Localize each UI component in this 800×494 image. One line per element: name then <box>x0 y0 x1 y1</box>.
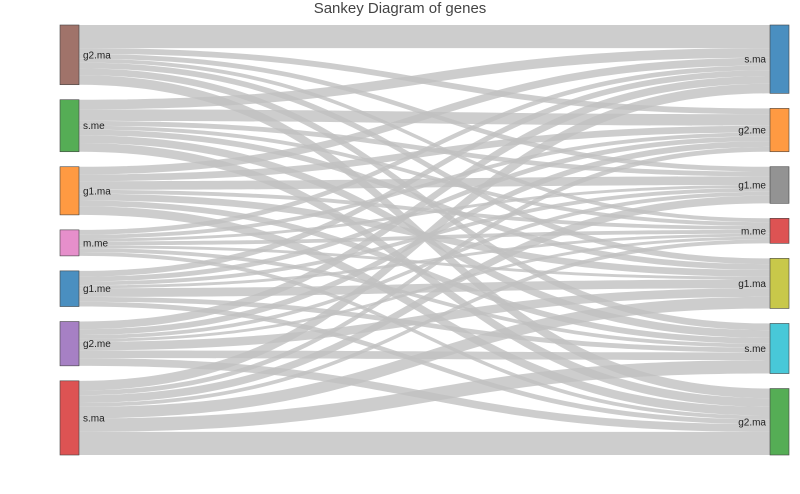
link-m.me-to-g2.ma[interactable] <box>79 252 770 420</box>
link-g1.ma-to-s.ma[interactable] <box>79 57 770 175</box>
link-g1.ma-to-g1.me[interactable] <box>79 176 770 190</box>
link-g2.ma-to-s.ma[interactable] <box>79 25 770 49</box>
link-s.ma-to-g2.me[interactable] <box>79 146 770 396</box>
link-m.me-to-g1.ma[interactable] <box>79 245 770 280</box>
left-node-label: m.me <box>83 238 108 249</box>
left-node-g1.me[interactable] <box>59 270 80 307</box>
right-node-s.me[interactable] <box>769 323 790 374</box>
link-s.ma-to-g1.me[interactable] <box>79 195 770 403</box>
link-s.ma-to-s.me[interactable] <box>79 360 770 432</box>
left-node-label: g1.ma <box>83 186 111 197</box>
link-s.me-to-g2.ma[interactable] <box>79 143 770 407</box>
left-node-m.me[interactable] <box>59 229 80 257</box>
right-node-label: g2.ma <box>738 417 766 428</box>
left-node-g2.ma[interactable] <box>59 24 80 86</box>
link-g1.me-to-g2.me[interactable] <box>79 136 770 282</box>
nodes-layer: g2.ma s.me g1.ma m.me g1.me g2.me s.ma s.ma g2.m… <box>59 24 790 456</box>
right-node-label: m.me <box>741 226 766 237</box>
link-s.ma-to-m.me[interactable] <box>79 239 770 407</box>
link-m.me-to-s.ma[interactable] <box>79 65 770 235</box>
link-g1.me-to-m.me[interactable] <box>79 233 770 289</box>
left-node-g2.me[interactable] <box>59 321 80 367</box>
link-g2.me-to-s.ma[interactable] <box>79 76 770 330</box>
link-g1.me-to-s.ma[interactable] <box>79 70 770 277</box>
left-node-label: g2.me <box>83 339 111 350</box>
left-node-label: s.ma <box>83 413 105 424</box>
left-node-label: g2.ma <box>83 50 111 61</box>
link-g1.ma-to-g2.ma[interactable] <box>79 206 770 416</box>
diagram-title: Sankey Diagram of genes <box>313 0 487 17</box>
left-node-g1.ma[interactable] <box>59 166 80 216</box>
right-node-g1.ma[interactable] <box>769 258 790 309</box>
link-g2.me-to-m.me[interactable] <box>79 236 770 342</box>
right-node-g2.me[interactable] <box>769 108 790 153</box>
right-node-m.me[interactable] <box>769 218 790 244</box>
link-g2.ma-to-m.me[interactable] <box>79 58 770 223</box>
link-g2.ma-to-g1.ma[interactable] <box>79 62 770 265</box>
right-node-g2.ma[interactable] <box>769 388 790 456</box>
right-node-label: s.me <box>744 344 766 355</box>
right-node-label: g1.me <box>738 181 766 192</box>
link-s.ma-to-g1.ma[interactable] <box>79 296 770 419</box>
left-node-s.me[interactable] <box>59 99 80 153</box>
link-s.ma-to-g2.ma[interactable] <box>79 431 770 455</box>
right-node-label: g1.ma <box>738 279 766 290</box>
link-s.ma-to-s.ma[interactable] <box>79 83 770 391</box>
link-m.me-to-g1.me[interactable] <box>79 185 770 242</box>
right-node-label: g2.me <box>738 126 766 137</box>
right-node-g1.me[interactable] <box>769 166 790 204</box>
link-g2.me-to-g1.me[interactable] <box>79 191 770 339</box>
left-node-label: s.me <box>83 121 105 132</box>
links-layer <box>79 25 770 455</box>
right-node-label: s.ma <box>744 55 766 66</box>
link-m.me-to-g2.me[interactable] <box>79 132 770 239</box>
left-node-label: g1.me <box>83 284 111 295</box>
left-node-s.ma[interactable] <box>59 380 80 456</box>
link-g1.ma-to-g2.me[interactable] <box>79 125 770 182</box>
right-node-s.ma[interactable] <box>769 24 790 94</box>
link-s.me-to-s.ma[interactable] <box>79 48 770 110</box>
link-g2.me-to-g1.ma[interactable] <box>79 288 770 351</box>
